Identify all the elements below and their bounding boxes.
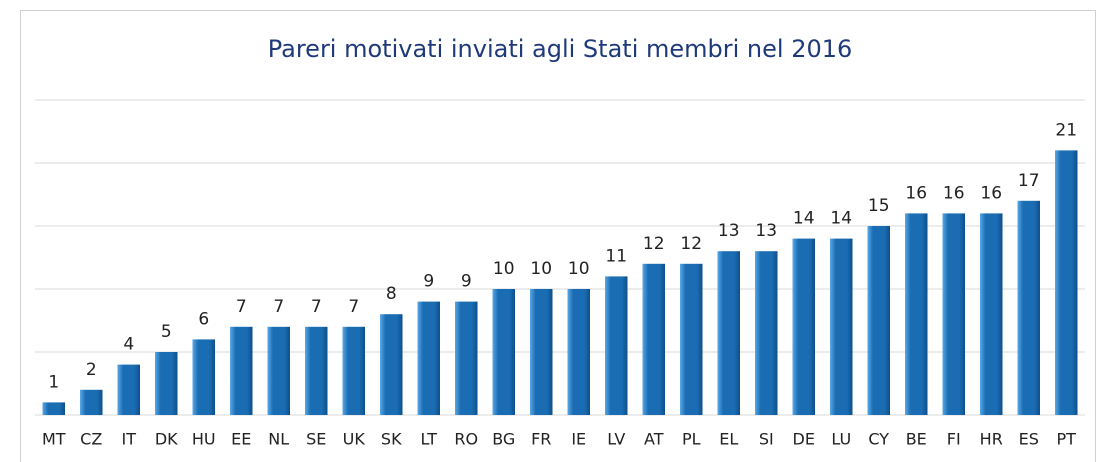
bar	[1055, 150, 1078, 415]
x-tick-label: LT	[421, 430, 438, 449]
chart-title: Pareri motivati inviati agli Stati membr…	[268, 35, 853, 63]
x-tick-label: HU	[192, 430, 216, 449]
x-tick-label: RO	[454, 430, 478, 449]
bar	[455, 301, 478, 415]
value-label: 16	[905, 183, 927, 203]
value-label: 9	[461, 272, 472, 292]
x-tick-label: MT	[42, 430, 66, 449]
x-tick-label: IE	[571, 430, 586, 449]
x-tick-label: AT	[644, 430, 664, 449]
value-label: 12	[643, 234, 665, 254]
bar	[267, 326, 290, 415]
x-tick-label: FR	[531, 430, 551, 449]
x-tick-label: SE	[306, 430, 326, 449]
bar	[192, 339, 215, 415]
x-tick-label: IT	[122, 430, 137, 449]
x-tick-label: SI	[759, 430, 774, 449]
bar	[492, 289, 515, 415]
value-label: 16	[943, 183, 965, 203]
x-tick-label: PT	[1057, 430, 1077, 449]
bar	[155, 352, 178, 415]
x-tick-label: EE	[231, 430, 251, 449]
x-tick-label: DK	[155, 430, 178, 449]
bar	[680, 263, 703, 415]
x-tick-label: UK	[343, 430, 366, 449]
value-label: 7	[311, 297, 322, 317]
value-label: 6	[198, 309, 209, 329]
bar	[867, 226, 890, 415]
bar	[380, 314, 403, 415]
value-label: 14	[793, 209, 815, 229]
x-tick-label: DE	[793, 430, 815, 449]
value-label: 4	[123, 335, 134, 355]
x-tick-label: SK	[381, 430, 402, 449]
value-label: 17	[1018, 171, 1040, 191]
value-label: 2	[86, 360, 97, 380]
value-label: 16	[980, 183, 1002, 203]
x-tick-label: EL	[719, 430, 738, 449]
value-label: 13	[718, 221, 740, 241]
x-tick-label: BE	[906, 430, 927, 449]
bar	[980, 213, 1003, 415]
bar	[717, 251, 740, 415]
value-label: 5	[161, 322, 172, 342]
x-tick-label: BG	[492, 430, 515, 449]
bar	[417, 301, 440, 415]
bar	[830, 238, 853, 415]
bar	[80, 389, 103, 415]
value-label: 13	[755, 221, 777, 241]
value-label: 11	[605, 246, 627, 266]
bar	[905, 213, 928, 415]
bar	[42, 402, 65, 415]
value-label: 7	[348, 297, 359, 317]
bar	[1017, 200, 1040, 415]
x-tick-label: FI	[947, 430, 961, 449]
value-label: 10	[493, 259, 515, 279]
bar	[305, 326, 328, 415]
value-label: 15	[868, 196, 890, 216]
x-tick-label: ES	[1019, 430, 1039, 449]
value-label: 7	[273, 297, 284, 317]
x-tick-label: CZ	[80, 430, 102, 449]
bar	[530, 289, 553, 415]
chart-frame	[20, 10, 1096, 462]
x-tick-label: HR	[980, 430, 1003, 449]
x-tick-label: PL	[682, 430, 701, 449]
bar	[942, 213, 965, 415]
x-tick-label: NL	[268, 430, 289, 449]
value-label: 9	[423, 272, 434, 292]
bar	[755, 251, 778, 415]
value-label: 7	[236, 297, 247, 317]
value-label: 21	[1055, 120, 1077, 140]
value-label: 12	[680, 234, 702, 254]
value-label: 8	[386, 284, 397, 304]
bar	[567, 289, 590, 415]
x-tick-label: CY	[868, 430, 889, 449]
value-label: 14	[830, 209, 852, 229]
bar	[117, 364, 140, 415]
bar	[342, 326, 365, 415]
value-label: 10	[530, 259, 552, 279]
bar	[230, 326, 253, 415]
bar	[605, 276, 628, 415]
value-label: 10	[568, 259, 590, 279]
value-label: 1	[48, 372, 59, 392]
x-tick-label: LV	[607, 430, 625, 449]
x-tick-label: LU	[831, 430, 851, 449]
bar	[792, 238, 815, 415]
bar	[642, 263, 665, 415]
